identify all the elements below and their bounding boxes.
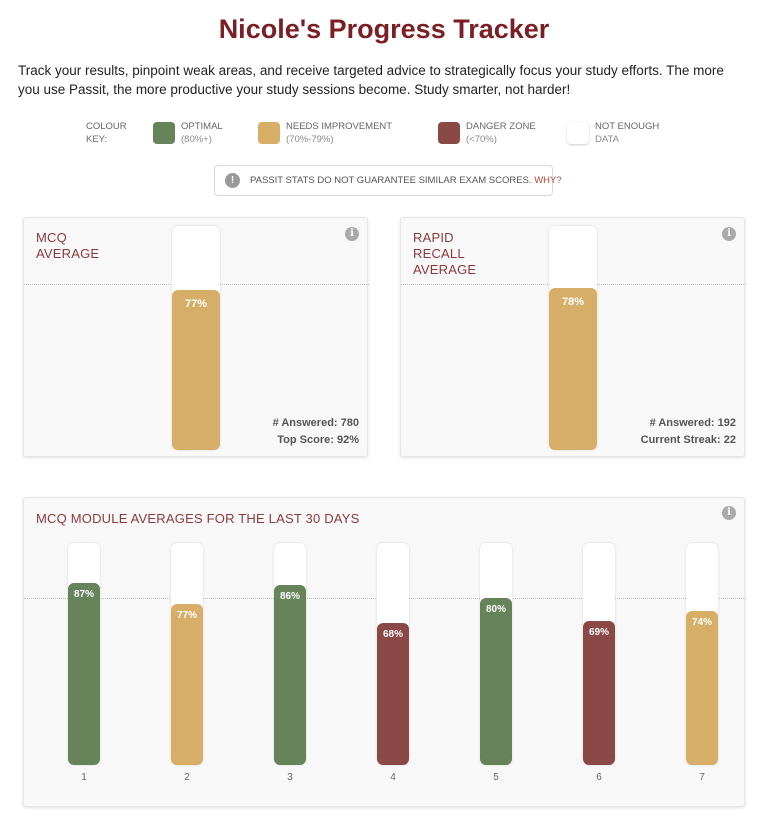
mcq-average-panel: MCQ AVERAGE i 77% # Answered: 780 Top Sc… [23, 217, 369, 457]
rapid-recall-bar-track: 78% [549, 226, 597, 450]
mcq-average-bar: 77% [172, 290, 220, 450]
module-x-label: 2 [184, 772, 190, 783]
info-icon[interactable]: i [722, 227, 736, 241]
module-x-label: 5 [493, 772, 499, 783]
key-name: NOT ENOUGH [595, 121, 660, 132]
disclaimer-notice: ! PASSIT STATS DO NOT GUARANTEE SIMILAR … [214, 165, 562, 196]
key-name: DANGER ZONE [466, 121, 536, 132]
key-range: (<70%) [466, 134, 497, 145]
module-bar-track: 86% [274, 543, 306, 765]
rapid-recall-title: RAPID RECALL AVERAGE [413, 230, 476, 278]
module-x-label: 3 [287, 772, 293, 783]
mcq-average-bar-track: 77% [172, 226, 220, 450]
title-line: AVERAGE [413, 262, 477, 277]
optimal-swatch [153, 122, 175, 144]
module-bar-track: 77% [171, 543, 203, 765]
module-x-label: 1 [81, 772, 87, 783]
info-icon[interactable]: i [345, 227, 359, 241]
intro-text: Track your results, pinpoint weak areas,… [18, 63, 724, 97]
title-line: MCQ [36, 230, 67, 245]
module-bar[interactable]: 86% [274, 585, 306, 765]
colour-key-label-line2: KEY: [86, 134, 108, 145]
exclamation-icon: ! [225, 173, 240, 188]
module-bar-value: 80% [485, 604, 506, 615]
module-bar-value: 74% [691, 617, 712, 628]
colour-key-label: COLOUR KEY: [86, 120, 127, 146]
mcq-average-value: 77% [184, 298, 208, 310]
module-x-label: 7 [699, 772, 705, 783]
notice-text: PASSIT STATS DO NOT GUARANTEE SIMILAR EX… [250, 175, 535, 186]
rapid-recall-bar: 78% [549, 288, 597, 450]
key-range: (70%-79%) [286, 134, 334, 145]
title-line: AVERAGE [36, 246, 100, 261]
module-bar[interactable]: 69% [583, 621, 615, 765]
module-bar-value: 77% [176, 610, 197, 621]
module-bar-track: 80% [480, 543, 512, 765]
mcq-top-score: Top Score: 92% [277, 434, 359, 446]
module-bar-track: 74% [686, 543, 718, 765]
colour-key-label-line1: COLOUR [86, 121, 127, 132]
mcq-answered: # Answered: 780 [272, 417, 359, 429]
module-bar-value: 68% [382, 629, 403, 640]
module-bar-track: 69% [583, 543, 615, 765]
module-bar[interactable]: 87% [68, 583, 100, 765]
rapid-answered: # Answered: 192 [649, 417, 736, 429]
page-title: Nicole's Progress Tracker [218, 14, 550, 44]
module-bar[interactable]: 74% [686, 611, 718, 765]
module-bar[interactable]: 80% [480, 598, 512, 765]
needs-improvement-swatch [258, 122, 280, 144]
colour-key: COLOUR KEY: OPTIMAL (80%+) NEEDS IMPROVEM… [0, 120, 768, 154]
module-bar[interactable]: 68% [377, 623, 409, 765]
title-line: RECALL [413, 246, 465, 261]
module-bar[interactable]: 77% [171, 604, 203, 765]
key-name: NEEDS IMPROVEMENT [286, 121, 393, 132]
title-line: RAPID [413, 230, 454, 245]
danger-zone-swatch [438, 122, 460, 144]
module-x-label: 6 [596, 772, 602, 783]
module-bar-track: 87% [68, 543, 100, 765]
why-link[interactable]: WHY? [534, 175, 562, 186]
module-x-label: 4 [390, 772, 396, 783]
mcq-average-title: MCQ AVERAGE [36, 230, 99, 262]
rapid-recall-panel: RAPID RECALL AVERAGE i 78% # Answered: 1… [400, 217, 746, 457]
rapid-recall-value: 78% [561, 296, 585, 308]
module-averages-title: MCQ MODULE AVERAGES FOR THE LAST 30 DAYS [36, 511, 360, 526]
key-range: (80%+) [181, 134, 212, 145]
module-bar-value: 69% [588, 627, 609, 638]
module-bar-value: 87% [73, 589, 94, 600]
rapid-current-streak: Current Streak: 22 [640, 434, 736, 446]
module-bar-track: 68% [377, 543, 409, 765]
module-bar-value: 86% [279, 591, 300, 602]
not-enough-data-swatch [567, 122, 589, 144]
module-averages-panel: MCQ MODULE AVERAGES FOR THE LAST 30 DAYS… [23, 497, 746, 807]
key-range: DATA [595, 134, 619, 145]
info-icon[interactable]: i [722, 506, 736, 520]
key-name: OPTIMAL [181, 121, 223, 132]
